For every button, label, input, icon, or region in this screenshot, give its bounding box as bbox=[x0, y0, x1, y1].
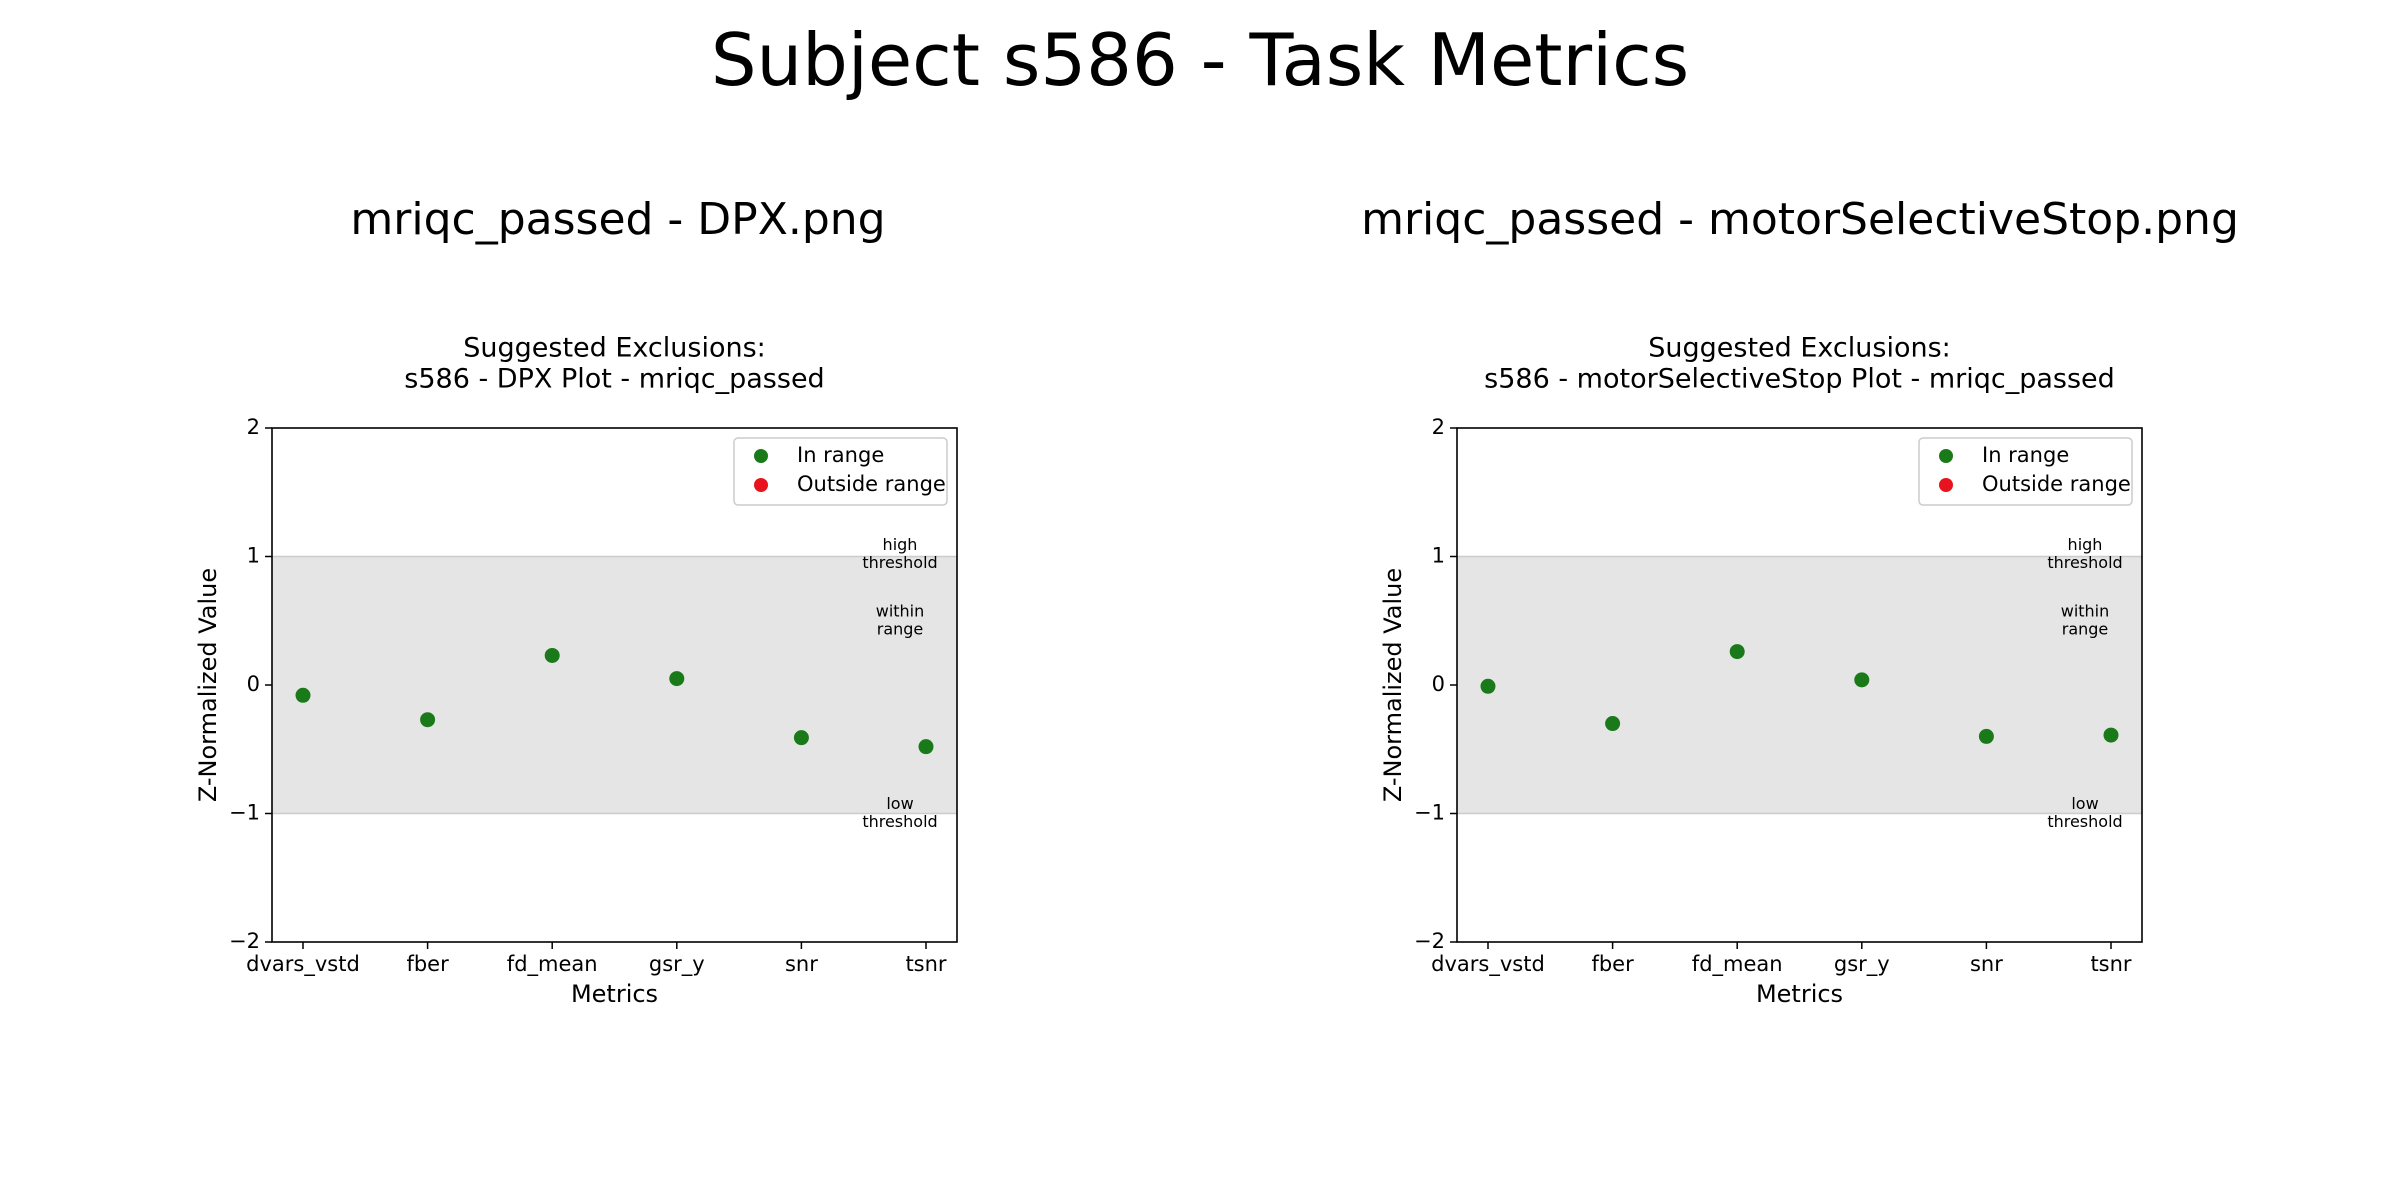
chart-2-point-fd_mean bbox=[1729, 644, 1745, 660]
chart-2-legend-marker-in-range bbox=[1939, 449, 1953, 463]
chart-2-title-line: Suggested Exclusions: bbox=[1648, 333, 1951, 364]
chart-1-legend-label-outside-range: Outside range bbox=[797, 472, 946, 496]
chart-2-y-tick-label: 0 bbox=[1432, 672, 1445, 696]
chart-2-x-tick-label: snr bbox=[1970, 952, 2003, 976]
chart-2-title-line: s586 - motorSelectiveStop Plot - mriqc_p… bbox=[1484, 364, 2115, 395]
chart-2-annotation-3-line: threshold bbox=[2047, 812, 2122, 831]
chart-1-x-tick-label: snr bbox=[785, 952, 818, 976]
chart-2-y-tick-label: −1 bbox=[1414, 801, 1445, 825]
chart-2-x-tick-label: dvars_vstd bbox=[1431, 952, 1545, 977]
chart-1-annotation-2-line: within bbox=[876, 601, 925, 620]
chart-1-annotation-1-line: high bbox=[883, 535, 918, 554]
chart-2-point-tsnr bbox=[2103, 727, 2119, 743]
chart-1-annotation-3-line: threshold bbox=[862, 812, 937, 831]
chart-2-annotation-2-line: within bbox=[2061, 601, 2110, 620]
chart-2-x-tick-label: gsr_y bbox=[1834, 952, 1890, 977]
chart-1-y-tick-label: −2 bbox=[229, 929, 260, 953]
chart-1-point-gsr_y bbox=[669, 671, 685, 687]
chart-2-legend-label-outside-range: Outside range bbox=[1982, 472, 2131, 496]
panel-title-dpx: mriqc_passed - DPX.png bbox=[350, 194, 886, 245]
chart-2-x-tick-label: tsnr bbox=[2090, 952, 2131, 976]
chart-1-annotation-3-line: low bbox=[886, 794, 913, 813]
chart-1-legend-label-in-range: In range bbox=[797, 443, 884, 467]
chart-1-x-tick-label: gsr_y bbox=[649, 952, 705, 977]
chart-1-legend-marker-in-range bbox=[754, 449, 768, 463]
chart-2-point-gsr_y bbox=[1854, 672, 1870, 688]
chart-2-point-dvars_vstd bbox=[1480, 678, 1496, 694]
chart-2-y-tick-label: 1 bbox=[1432, 544, 1445, 568]
chart-1-y-tick-label: 0 bbox=[247, 672, 260, 696]
chart-2-x-tick-label: fber bbox=[1591, 952, 1634, 976]
chart-1-point-fd_mean bbox=[544, 647, 560, 663]
chart-1-point-snr bbox=[793, 730, 809, 746]
chart-1-legend-box bbox=[733, 437, 948, 506]
chart-2-y-tick-label: 2 bbox=[1432, 415, 1445, 439]
chart-2-x-axis-label: Metrics bbox=[1756, 980, 1843, 1008]
chart-1-y-tick-label: 2 bbox=[247, 415, 260, 439]
chart-2-x-tick-label: fd_mean bbox=[1692, 952, 1783, 977]
chart-2-annotation-3-line: low bbox=[2071, 794, 2098, 813]
chart-1-x-tick-label: fber bbox=[406, 952, 449, 976]
chart-2-point-fber bbox=[1605, 716, 1621, 732]
chart-2-annotation-2-line: range bbox=[2062, 619, 2109, 638]
panel-title-motor-selective-stop: mriqc_passed - motorSelectiveStop.png bbox=[1361, 194, 2239, 245]
chart-1-title-line: Suggested Exclusions: bbox=[463, 333, 766, 364]
chart-1-point-tsnr bbox=[918, 739, 934, 755]
chart-2-legend-label-in-range: In range bbox=[1982, 443, 2069, 467]
chart-1-x-tick-label: fd_mean bbox=[507, 952, 598, 977]
chart-2-point-snr bbox=[1978, 728, 1994, 744]
chart-1-title-line: s586 - DPX Plot - mriqc_passed bbox=[404, 364, 824, 395]
chart-1-x-tick-label: tsnr bbox=[905, 952, 946, 976]
chart-1-point-fber bbox=[420, 712, 436, 728]
chart-1-y-axis-label: Z-Normalized Value bbox=[194, 568, 222, 802]
chart-2-within-range-band bbox=[1457, 556, 2142, 814]
chart-2-y-tick-label: −2 bbox=[1414, 929, 1445, 953]
chart-1-point-dvars_vstd bbox=[295, 687, 311, 703]
chart-1-annotation-1-line: threshold bbox=[862, 553, 937, 572]
chart-1-annotation-2-line: range bbox=[877, 619, 924, 638]
chart-2-legend-box bbox=[1918, 437, 2133, 506]
chart-1-x-axis-label: Metrics bbox=[571, 980, 658, 1008]
chart-2-annotation-1-line: threshold bbox=[2047, 553, 2122, 572]
chart-2-annotation-1-line: high bbox=[2068, 535, 2103, 554]
chart-1-y-tick-label: 1 bbox=[247, 544, 260, 568]
chart-1-x-tick-label: dvars_vstd bbox=[246, 952, 360, 977]
chart-2-legend-marker-outside-range bbox=[1939, 478, 1953, 492]
chart-1-y-tick-label: −1 bbox=[229, 801, 260, 825]
chart-1-within-range-band bbox=[272, 556, 957, 814]
chart-1-legend-marker-outside-range bbox=[754, 478, 768, 492]
chart-2-y-axis-label: Z-Normalized Value bbox=[1379, 568, 1407, 802]
page-title: Subject s586 - Task Metrics bbox=[710, 18, 1690, 102]
